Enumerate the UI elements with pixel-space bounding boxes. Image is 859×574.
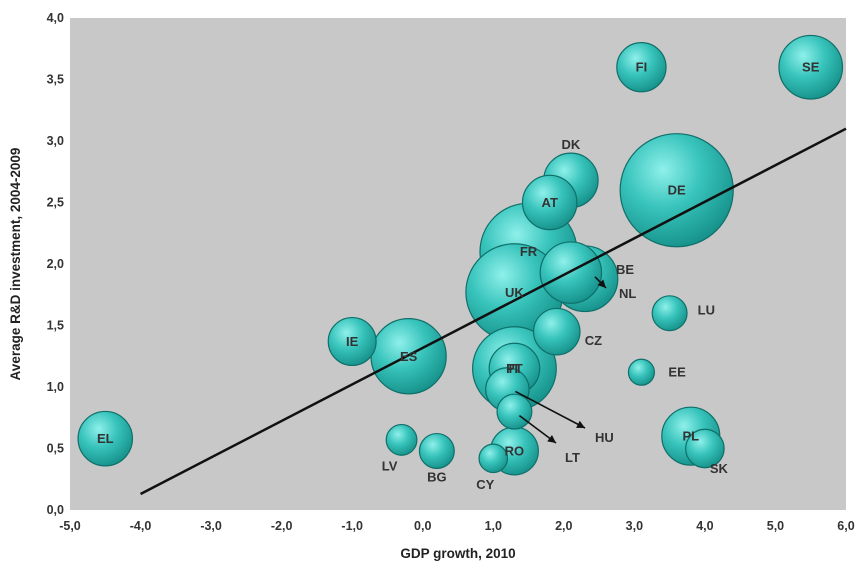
y-tick-label: 2,5 [47,196,64,210]
bubble-de [619,133,734,248]
arrow-hu [515,390,586,429]
bubble-label-pl: PL [682,429,699,444]
x-tick-label: -5,0 [59,519,81,533]
bubble-label-it: IT [509,361,521,376]
bubble-label-fi: FI [636,60,648,75]
bubble-label-de: DE [668,183,686,198]
arrowhead-hu [576,420,585,428]
x-tick-label: -2,0 [271,519,293,533]
bubble-cz [532,307,581,356]
bubble-label-cy: CY [476,477,494,492]
y-tick-label: 3,0 [47,134,64,148]
plot-area [70,18,846,510]
bubbles [77,34,844,476]
bubble-label-be: BE [616,262,634,277]
bubble-bg [418,432,455,469]
bubble-el [77,410,134,467]
y-tick-label: 4,0 [47,11,64,25]
y-axis-title: Average R&D investment, 2004-2009 [8,148,23,381]
label-arrows [515,276,607,444]
bubble-at [521,174,578,231]
arrowhead-lt [547,435,556,443]
bubble-label-lt: LT [565,450,580,465]
x-tick-label: 2,0 [555,519,572,533]
bubble-be [539,241,603,304]
x-tick-label: -4,0 [130,519,152,533]
bubble-label-dk: DK [561,137,580,152]
bubble-label-uk: UK [505,285,524,300]
bubble-cy [478,443,509,474]
bubble-sk [685,428,725,469]
bubble-label-se: SE [802,60,820,75]
x-tick-label: 3,0 [626,519,643,533]
x-tick-label: 6,0 [837,519,854,533]
bubble-label-fr: FR [520,244,538,259]
bubble-label-el: EL [97,431,114,446]
bubble-label-ro: RO [505,443,525,458]
bubble-label-cz: CZ [585,333,602,348]
bubble-lt [496,393,533,430]
bubble-label-lv: LV [382,458,398,473]
x-tick-label: 0,0 [414,519,431,533]
bubble-fi [616,41,667,93]
y-tick-label: 3,5 [47,73,64,87]
bubble-label-bg: BG [427,469,447,484]
bubble-label-pt: PT [506,361,523,376]
bubble-label-lu: LU [698,303,715,318]
y-tick-label: 0,5 [47,442,64,456]
bubble-label-hu: HU [595,430,614,445]
bubble-label-at: AT [542,195,558,210]
arrowhead-nl [597,279,606,288]
bubble-label-sk: SK [710,461,729,476]
bubble-ee [627,358,655,386]
bubble-lv [385,423,418,456]
x-tick-label: 5,0 [767,519,784,533]
trendline [139,127,847,496]
y-tick-label: 0,0 [47,503,64,517]
x-tick-label: 1,0 [485,519,502,533]
bubble-label-ee: EE [668,365,686,380]
bubble-label-nl: NL [619,286,636,301]
x-axis-title: GDP growth, 2010 [400,546,515,561]
x-tick-label: -3,0 [200,519,222,533]
y-tick-label: 2,0 [47,257,64,271]
bubble-label-es: ES [400,349,418,364]
y-tick-label: 1,5 [47,319,64,333]
y-tick-label: 1,0 [47,380,64,394]
bubble-se [778,34,844,100]
bubble-lu [651,295,688,332]
tick-labels: -5,0 -4,0 -3,0 -2,0 -1,0 0,0 1,0 2,0 3,0 4,0 5,0 6,… [47,11,855,533]
bubble-label-ie: IE [346,334,359,349]
x-tick-label: -1,0 [341,519,363,533]
bubble-ie [327,316,377,367]
x-tick-label: 4,0 [696,519,713,533]
